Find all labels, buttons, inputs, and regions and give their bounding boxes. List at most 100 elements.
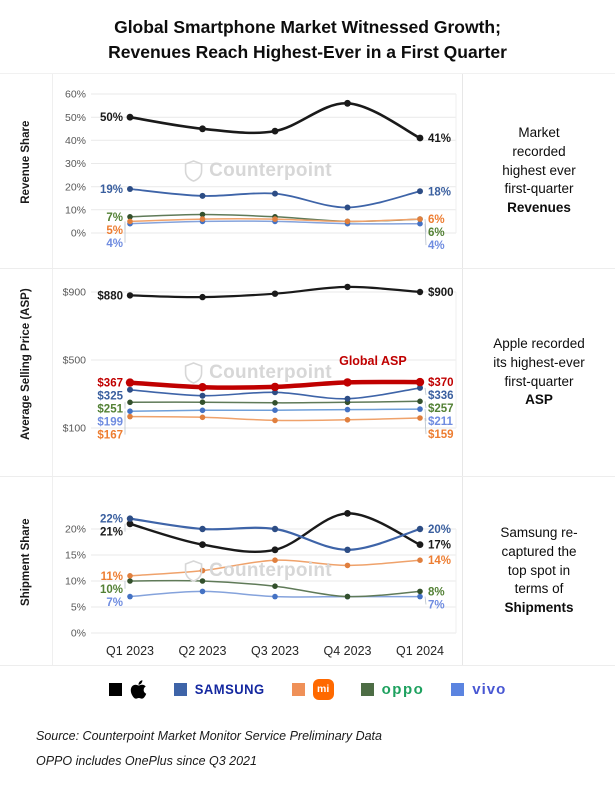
data-point <box>417 406 423 412</box>
x-axis-label: Q1 2023 <box>106 644 154 658</box>
series-xiaomi <box>127 216 423 225</box>
value-label: 4% <box>428 240 445 252</box>
note-column-shipments: Samsung re-captured the top spot in term… <box>462 477 615 665</box>
value-label: $211 <box>428 416 454 428</box>
revenue-share-chart: 0%10%20%30%40%50%60%50%19%7%5%4%41%18%6%… <box>65 89 457 252</box>
x-axis-label: Q2 2023 <box>179 644 227 658</box>
note-column-revenues: Market recorded highest ever first-quart… <box>462 74 615 268</box>
x-axis-label: Q3 2023 <box>251 644 299 658</box>
y-tick-label: 40% <box>65 135 86 147</box>
value-label: 18% <box>428 186 451 198</box>
y-tick-label: 10% <box>65 576 86 588</box>
data-point <box>344 218 351 225</box>
value-labels: 41%18%6%6%4% <box>424 133 451 252</box>
data-point <box>272 407 278 413</box>
shipment-share-plot: 0% 5% 10% 15% 20% 22% 21% 11% 10% 7% 20% 17% 14% 8% 7%… <box>52 477 462 665</box>
data-point <box>198 383 207 392</box>
data-point <box>416 541 424 548</box>
series-samsung <box>126 515 424 553</box>
data-point <box>199 293 206 301</box>
legend-item-oppo: oppo <box>360 680 425 698</box>
data-point <box>344 562 351 569</box>
y-axis-title-shipment-share: Shipment Share <box>19 518 32 606</box>
value-label: $880 <box>97 290 123 302</box>
note-asp-text: Apple recorded its highest-ever first-qu… <box>493 335 585 389</box>
data-point <box>271 546 279 554</box>
gridlines: 0% 5% 10% 15% 20% <box>65 524 457 640</box>
data-point <box>416 525 424 533</box>
data-point <box>344 99 351 107</box>
revenue-share-axis-column: Revenue Share <box>0 74 52 268</box>
data-point <box>199 407 206 414</box>
series-xiaomi <box>127 413 423 424</box>
data-point <box>417 216 423 222</box>
value-label: 7% <box>106 212 123 224</box>
gridlines: $100 $500 $900 <box>63 287 457 435</box>
global-asp-label: Global ASP <box>339 354 407 368</box>
source-line: Source: Counterpoint Market Monitor Serv… <box>36 729 382 743</box>
value-label: 6% <box>428 227 445 239</box>
oppo-note-line: OPPO includes OnePlus since Q3 2021 <box>36 754 257 768</box>
value-label: 50% <box>100 112 123 124</box>
series-vivo <box>127 406 423 414</box>
oppo-wordmark: oppo <box>381 680 425 698</box>
y-tick-label: $500 <box>63 355 87 367</box>
y-axis-title-asp: Average Selling Price (ASP) <box>19 287 32 440</box>
data-point <box>417 188 423 195</box>
value-label: $251 <box>97 404 123 416</box>
data-point <box>199 211 206 218</box>
y-tick-label: 20% <box>65 181 86 193</box>
value-label: $199 <box>97 417 123 429</box>
data-point <box>199 399 206 405</box>
value-label: $167 <box>97 430 123 442</box>
value-label: 11% <box>101 571 123 583</box>
value-label: 7% <box>106 597 123 609</box>
shipment-share-chart: 0%5%10%15%20%22%21%11%10%7%20%17%14%8%7%… <box>65 510 457 658</box>
data-point <box>199 525 206 533</box>
data-point <box>127 214 133 220</box>
samsung-swatch <box>173 682 187 696</box>
apple-logo-icon <box>130 679 146 699</box>
data-point <box>126 292 134 299</box>
panel-revenue-share: Revenue Share 0% 10% 20% 30% 40% 50% 60% 50% 19%… <box>0 73 615 268</box>
legend-item-apple <box>108 679 147 700</box>
value-labels: 20% 17% 14% 8%7% <box>424 524 451 611</box>
data-point <box>127 413 133 420</box>
data-point <box>199 192 206 199</box>
note-revenues: Market recorded highest ever first-quart… <box>493 124 585 218</box>
chart-title: Global Smartphone Market Witnessed Growt… <box>0 0 615 73</box>
y-tick-label: 5% <box>71 602 86 614</box>
value-labels: 50% 19% 7%5%4% <box>100 112 126 250</box>
data-point <box>270 382 280 392</box>
panel-shipment-share: Shipment Share 0% 5% 10% 15% 20% 22% 21% 11% 10%… <box>0 476 615 666</box>
series-apple <box>126 99 424 142</box>
data-point <box>199 414 206 421</box>
value-label: 17% <box>428 540 451 552</box>
mi-badge-text: mi <box>317 683 330 695</box>
value-label: $900 <box>428 287 454 299</box>
data-point <box>271 290 279 297</box>
data-point <box>127 386 133 393</box>
vivo-swatch <box>451 682 465 696</box>
oppo-swatch <box>360 682 374 696</box>
value-label: $257 <box>428 403 454 415</box>
value-label: 6% <box>428 214 445 226</box>
data-point <box>344 417 351 423</box>
series-apple <box>126 510 424 554</box>
note-shipments: Samsung re-captured the top spot in term… <box>493 524 585 618</box>
value-label: 10% <box>100 584 123 596</box>
value-labels: $880 $367$325$251$199$167 <box>97 290 126 442</box>
shipment-share-axis-column: Shipment Share <box>0 477 52 665</box>
data-point <box>127 399 133 406</box>
data-point <box>199 216 206 222</box>
data-point <box>415 377 425 387</box>
data-point <box>417 415 423 421</box>
data-point <box>127 218 133 225</box>
data-point <box>417 220 423 227</box>
series-apple <box>126 283 424 301</box>
y-tick-label: $900 <box>63 287 87 299</box>
data-point <box>417 557 423 563</box>
data-point <box>125 378 135 387</box>
data-point <box>199 588 206 595</box>
